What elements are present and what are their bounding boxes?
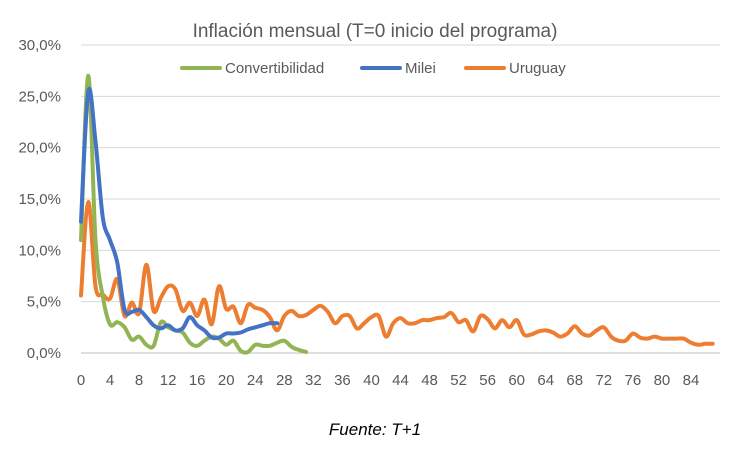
x-tick-label: 44 — [392, 372, 409, 389]
x-axis-ticks: 0 4 8 12 16 20 24 28 32 36 40 44 48 52 56 60 64 68 72 76 80 8… — [77, 372, 699, 389]
legend: Convertibilidad Milei Uruguay — [180, 60, 566, 77]
x-tick-label: 0 — [77, 372, 85, 389]
y-tick-label: 20,0% — [18, 140, 61, 157]
x-tick-label: 28 — [276, 372, 293, 389]
x-tick-label: 72 — [595, 372, 612, 389]
x-tick-label: 8 — [135, 372, 143, 389]
y-tick-label: 10,0% — [18, 242, 61, 259]
x-tick-label: 76 — [625, 372, 642, 389]
legend-label-milei: Milei — [405, 60, 436, 77]
series-line-uruguay — [79, 200, 715, 347]
x-tick-label: 80 — [654, 372, 671, 389]
y-tick-label: 5,0% — [27, 294, 61, 311]
legend-label-convertibilidad: Convertibilidad — [225, 60, 324, 77]
x-tick-label: 36 — [334, 372, 351, 389]
x-tick-label: 84 — [683, 372, 700, 389]
x-tick-label: 48 — [421, 372, 438, 389]
series-lines — [79, 73, 715, 355]
x-tick-label: 16 — [189, 372, 206, 389]
x-tick-label: 68 — [566, 372, 583, 389]
series-line-convertibilidad — [79, 73, 309, 355]
legend-label-uruguay: Uruguay — [509, 60, 566, 77]
y-axis-ticks: 0,0% 5,0% 10,0% 15,0% 20,0% 25,0% 30,0% — [18, 37, 61, 362]
y-tick-label: 0,0% — [27, 345, 61, 362]
x-tick-label: 52 — [450, 372, 467, 389]
x-tick-label: 20 — [218, 372, 235, 389]
y-tick-label: 30,0% — [18, 37, 61, 54]
grid — [81, 44, 720, 354]
series-line-milei — [79, 86, 280, 341]
x-tick-label: 32 — [305, 372, 322, 389]
y-tick-label: 25,0% — [18, 88, 61, 105]
x-tick-label: 12 — [160, 372, 177, 389]
chart-title: Inflación mensual (T=0 inicio del progra… — [193, 21, 558, 42]
y-tick-label: 15,0% — [18, 191, 61, 208]
x-tick-label: 40 — [363, 372, 380, 389]
x-tick-label: 4 — [106, 372, 114, 389]
x-tick-label: 56 — [479, 372, 496, 389]
x-tick-label: 64 — [537, 372, 554, 389]
source-note: Fuente: T+1 — [328, 420, 422, 439]
x-tick-label: 24 — [247, 372, 264, 389]
x-tick-label: 60 — [508, 372, 525, 389]
